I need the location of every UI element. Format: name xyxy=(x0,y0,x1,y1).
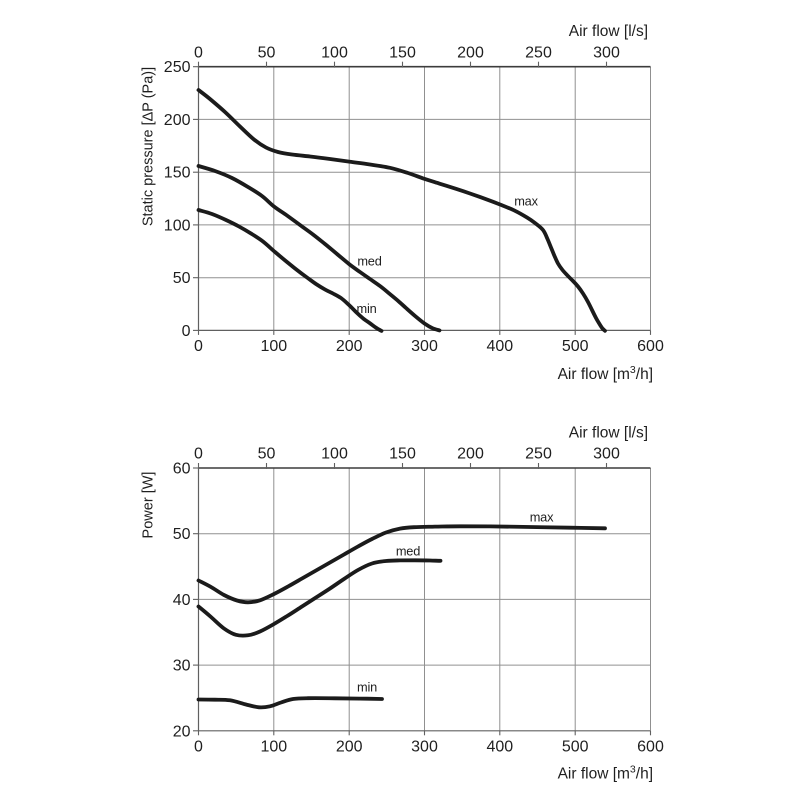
svg-text:min: min xyxy=(356,301,376,316)
svg-text:50: 50 xyxy=(173,526,191,543)
svg-text:300: 300 xyxy=(411,739,438,756)
svg-text:med: med xyxy=(396,544,420,559)
svg-text:100: 100 xyxy=(260,338,287,355)
svg-text:200: 200 xyxy=(336,338,363,355)
svg-text:600: 600 xyxy=(637,338,664,355)
svg-text:max: max xyxy=(514,194,538,209)
svg-text:400: 400 xyxy=(486,338,513,355)
svg-text:20: 20 xyxy=(173,723,191,740)
svg-text:250: 250 xyxy=(525,44,552,61)
svg-text:100: 100 xyxy=(321,446,348,463)
svg-text:0: 0 xyxy=(194,338,203,355)
svg-text:30: 30 xyxy=(173,658,191,675)
svg-text:300: 300 xyxy=(411,338,438,355)
svg-text:100: 100 xyxy=(260,739,287,756)
svg-text:200: 200 xyxy=(164,112,191,129)
svg-text:60: 60 xyxy=(173,461,191,478)
svg-text:150: 150 xyxy=(389,44,416,61)
svg-text:min: min xyxy=(357,679,377,694)
svg-text:50: 50 xyxy=(258,44,276,61)
svg-text:100: 100 xyxy=(164,217,191,234)
svg-text:600: 600 xyxy=(637,739,664,756)
svg-text:300: 300 xyxy=(593,44,620,61)
svg-text:500: 500 xyxy=(562,739,589,756)
svg-text:250: 250 xyxy=(164,59,191,76)
svg-text:0: 0 xyxy=(194,446,203,463)
svg-text:Air flow [l/s]: Air flow [l/s] xyxy=(569,425,648,442)
svg-text:med: med xyxy=(357,254,381,269)
svg-text:Air flow [m3/h]: Air flow [m3/h] xyxy=(558,764,653,783)
svg-text:250: 250 xyxy=(525,446,552,463)
svg-text:Power [W]: Power [W] xyxy=(141,472,157,539)
svg-text:Static pressure [ΔP (Pa)]: Static pressure [ΔP (Pa)] xyxy=(141,67,157,226)
svg-text:Air flow [l/s]: Air flow [l/s] xyxy=(569,23,648,40)
svg-text:200: 200 xyxy=(336,739,363,756)
svg-text:150: 150 xyxy=(164,165,191,182)
svg-text:100: 100 xyxy=(321,44,348,61)
svg-text:max: max xyxy=(530,509,554,524)
svg-text:50: 50 xyxy=(173,270,191,287)
svg-text:200: 200 xyxy=(457,44,484,61)
svg-text:0: 0 xyxy=(194,739,203,756)
svg-text:150: 150 xyxy=(389,446,416,463)
svg-text:500: 500 xyxy=(562,338,589,355)
svg-text:0: 0 xyxy=(182,323,191,340)
svg-text:Air flow [m3/h]: Air flow [m3/h] xyxy=(558,364,653,383)
svg-text:0: 0 xyxy=(194,44,203,61)
svg-text:50: 50 xyxy=(258,446,276,463)
svg-text:200: 200 xyxy=(457,446,484,463)
svg-text:300: 300 xyxy=(593,446,620,463)
svg-text:40: 40 xyxy=(173,592,191,609)
svg-text:400: 400 xyxy=(486,739,513,756)
